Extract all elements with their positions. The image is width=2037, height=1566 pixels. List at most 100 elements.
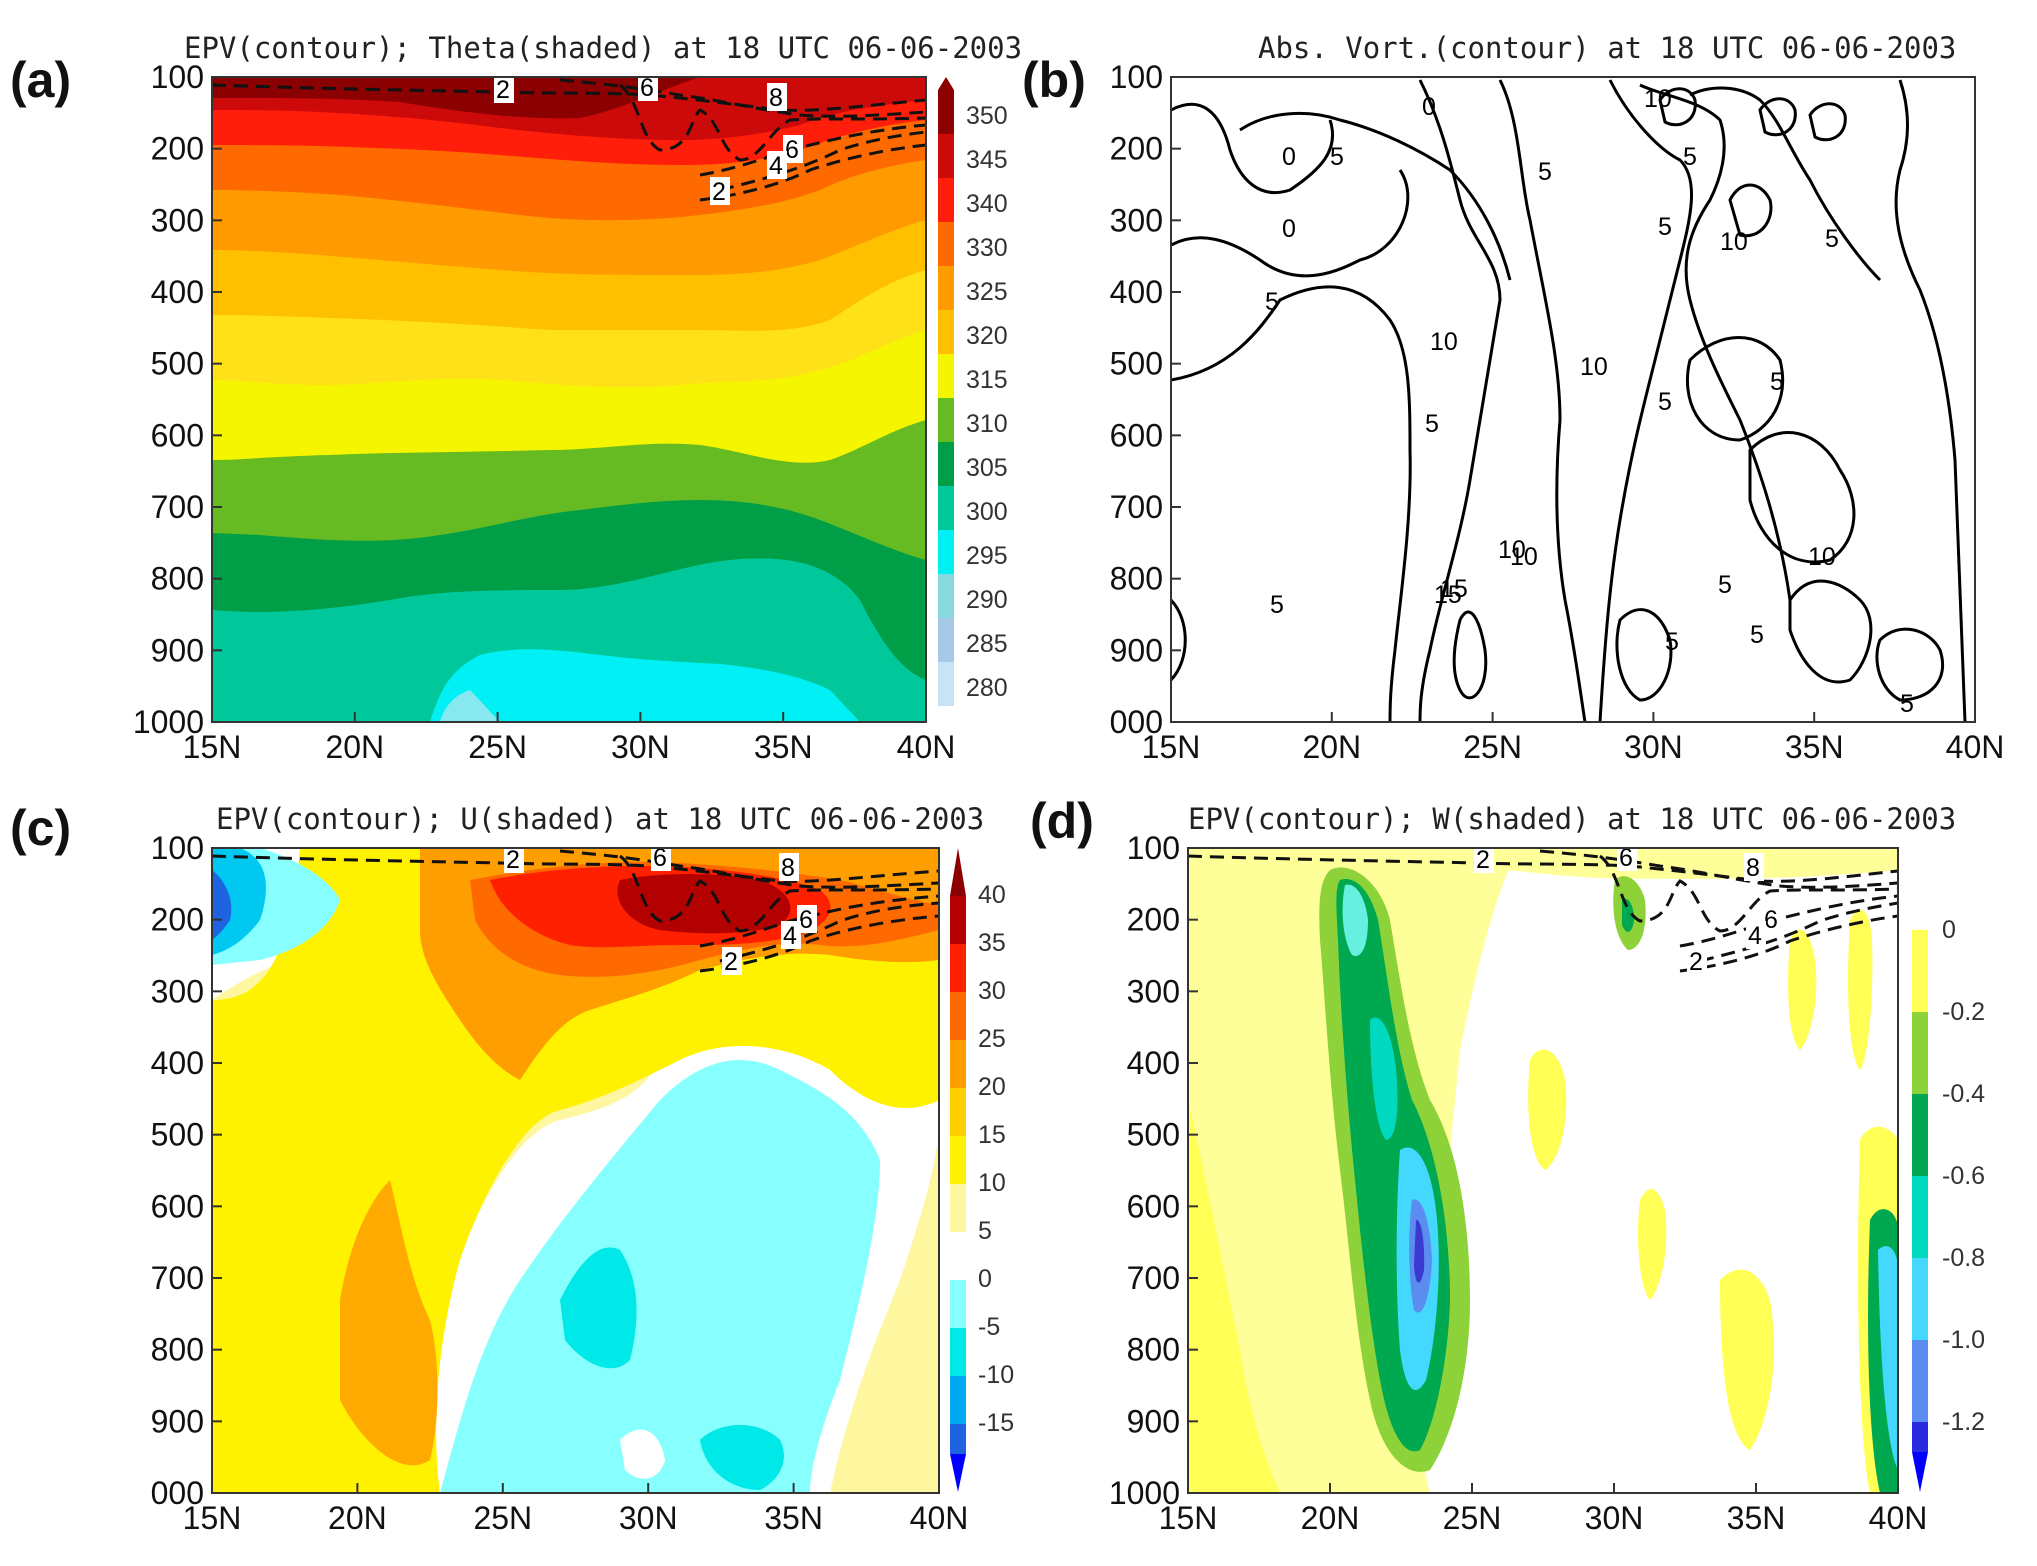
x-tick-label: 15N <box>183 729 242 765</box>
contour-label: 8 <box>781 854 795 882</box>
colorbar-label: -5 <box>978 1313 1000 1341</box>
contour-label: 5 <box>1658 213 1672 241</box>
y-tick-label: 400 <box>1127 1045 1180 1081</box>
panel-a-frame <box>211 76 927 723</box>
contour-label: 2 <box>1476 846 1490 874</box>
contour-label: 5 <box>1425 410 1439 438</box>
y-tick-label: 500 <box>151 1117 204 1153</box>
x-tick-label: 15N <box>1142 729 1201 765</box>
y-tick-label: 800 <box>1110 561 1163 597</box>
y-tick-label: 400 <box>151 274 204 310</box>
contour-label: 5 <box>1658 388 1672 416</box>
panel-d-colorbar: 0 -0.2 -0.4 -0.6 -0.8 -1.0 -1.2 <box>1912 916 1985 1492</box>
y-tick-label: 600 <box>151 1188 204 1224</box>
y-tick-label: 800 <box>151 1332 204 1368</box>
panel-a-theta: (a) EPV(contour); Theta(shaded) at 18 UT… <box>10 31 1022 765</box>
y-tick-label: 300 <box>151 202 204 238</box>
contour-label: 0 <box>1282 215 1296 243</box>
panel-a-contour-labels: 2 6 8 6 4 2 <box>494 73 803 206</box>
y-tick-label: 100 <box>1127 830 1180 866</box>
contour-label: 6 <box>785 136 799 164</box>
contour-label: 15 <box>1440 575 1468 603</box>
colorbar-label: -15 <box>978 1409 1014 1437</box>
x-tick-label: 25N <box>468 729 527 765</box>
x-tick-label: 40N <box>897 729 956 765</box>
x-tick-label: 25N <box>473 1500 532 1536</box>
panel-c-colorbar-labels: 40 35 30 25 20 15 10 5 0 -5 -10 -15 <box>978 881 1014 1437</box>
y-tick-label: 800 <box>151 561 204 597</box>
x-tick-label: 40N <box>1869 1500 1928 1536</box>
contour-label: 5 <box>1270 591 1284 619</box>
x-tick-label: 15N <box>183 1500 242 1536</box>
x-tick-label: 20N <box>1302 729 1361 765</box>
x-tick-label: 20N <box>1301 1500 1360 1536</box>
colorbar-label: 15 <box>978 1121 1006 1149</box>
colorbar-label: 290 <box>966 586 1008 614</box>
y-tick-label: 100 <box>1110 59 1163 95</box>
x-tick-label: 20N <box>325 729 384 765</box>
x-tick-label: 20N <box>328 1500 387 1536</box>
y-tick-label: 600 <box>1127 1188 1180 1224</box>
contour-label: 5 <box>1825 225 1839 253</box>
x-tick-label: 40N <box>1946 729 2005 765</box>
contour-label: 6 <box>799 906 813 934</box>
y-tick-label: 200 <box>1110 131 1163 167</box>
panel-b-contours <box>1171 79 1967 722</box>
y-tick-label: 400 <box>1110 274 1163 310</box>
y-tick-label: 1000 <box>133 704 204 740</box>
y-tick-label: 200 <box>1127 902 1180 938</box>
x-tick-label: 35N <box>764 1500 823 1536</box>
colorbar-label: 40 <box>978 881 1006 909</box>
colorbar-label: 310 <box>966 410 1008 438</box>
colorbar-label: 305 <box>966 454 1008 482</box>
contour-label: 5 <box>1683 143 1697 171</box>
contour-label: 4 <box>1748 922 1762 950</box>
colorbar-label: -1.2 <box>1942 1408 1985 1436</box>
panel-c-label: (c) <box>10 800 71 856</box>
x-tick-label: 35N <box>754 729 813 765</box>
x-tick-label: 30N <box>619 1500 678 1536</box>
x-tick-label: 15N <box>1159 1500 1218 1536</box>
y-tick-label: 200 <box>151 131 204 167</box>
contour-label: 10 <box>1808 543 1836 571</box>
contour-label: 10 <box>1720 228 1748 256</box>
panel-d-shading <box>1188 848 1898 1493</box>
panel-c-epv-contours <box>212 849 939 973</box>
panel-d-colorbar-labels: 0 -0.2 -0.4 -0.6 -0.8 -1.0 -1.2 <box>1942 916 1985 1436</box>
colorbar-label: 0 <box>978 1265 992 1293</box>
contour-label: 4 <box>783 922 797 950</box>
panel-b-title: Abs. Vort.(contour) at 18 UTC 06-06-2003 <box>1258 31 1956 65</box>
colorbar-label: 330 <box>966 234 1008 262</box>
contour-label: 0 <box>1422 93 1436 121</box>
y-tick-label: 300 <box>1110 202 1163 238</box>
panel-a-title: EPV(contour); Theta(shaded) at 18 UTC 06… <box>184 31 1022 65</box>
panel-d-frame <box>1187 847 1899 1494</box>
y-tick-label: 700 <box>151 489 204 525</box>
x-tick-label: 25N <box>1463 729 1522 765</box>
y-tick-label: 300 <box>151 973 204 1009</box>
panel-d-w-velocity: (d) EPV(contour); W(shaded) at 18 UTC 06… <box>1030 793 1985 1536</box>
panel-d-title: EPV(contour); W(shaded) at 18 UTC 06-06-… <box>1188 802 1956 836</box>
contour-label: 15 <box>1434 581 1462 609</box>
contour-label: 5 <box>1330 143 1344 171</box>
y-tick-label: 400 <box>151 1045 204 1081</box>
colorbar-label: 315 <box>966 366 1008 394</box>
contour-label: 8 <box>1746 854 1760 882</box>
y-tick-label: 500 <box>1110 346 1163 382</box>
contour-label: 10 <box>1510 543 1538 571</box>
x-tick-label: 25N <box>1443 1500 1502 1536</box>
x-tick-label: 30N <box>1624 729 1683 765</box>
y-tick-label: 100 <box>151 830 204 866</box>
panel-b-label: (b) <box>1022 52 1086 108</box>
panel-c-shading <box>212 848 939 1493</box>
contour-label: 6 <box>640 74 654 102</box>
y-tick-label: 700 <box>1127 1260 1180 1296</box>
contour-label: 2 <box>506 846 520 874</box>
panel-c-title: EPV(contour); U(shaded) at 18 UTC 06-06-… <box>216 802 984 836</box>
colorbar-label: 25 <box>978 1025 1006 1053</box>
colorbar-label: -0.4 <box>1942 1080 1985 1108</box>
y-tick-label: 500 <box>151 346 204 382</box>
